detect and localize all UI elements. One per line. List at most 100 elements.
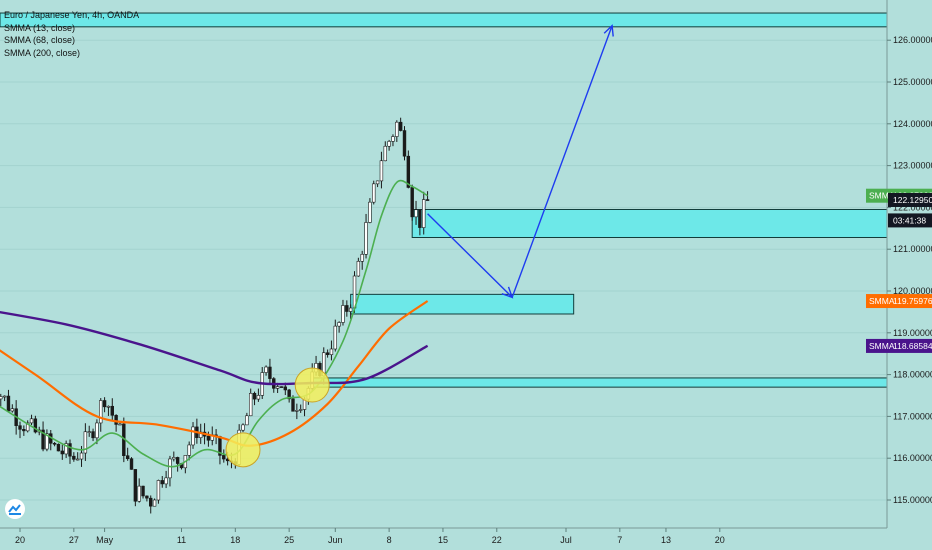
candle-body — [245, 415, 249, 426]
candle-body — [45, 433, 49, 450]
candle-body — [379, 160, 384, 182]
x-axis-tick-label: 27 — [69, 535, 79, 545]
candle-body — [222, 455, 226, 460]
candle-body — [6, 395, 11, 412]
candle-body — [33, 418, 38, 433]
candle-body — [279, 386, 284, 388]
candle-body — [268, 366, 272, 379]
candle-body — [102, 400, 107, 408]
price-tag-value: 03:41:38 — [893, 215, 926, 225]
candle-body — [10, 408, 15, 412]
candle-body — [241, 424, 245, 431]
candle-body — [333, 325, 337, 350]
candle-body — [364, 222, 368, 255]
x-axis-tick-label: 11 — [177, 535, 186, 545]
y-axis-tick-label: 126.00000 — [893, 35, 932, 45]
projection-arrowhead-down — [501, 286, 514, 299]
candle-body — [414, 209, 418, 218]
candle-body — [75, 458, 80, 461]
candle-body — [133, 469, 138, 502]
price-tag-value: 118.68584 — [893, 341, 932, 351]
candle-body — [91, 431, 95, 439]
candle-body — [156, 480, 161, 501]
candle-body — [141, 485, 145, 497]
candle-body — [72, 455, 76, 460]
candle-body — [295, 410, 299, 412]
candle-body — [118, 423, 122, 426]
candle-body — [64, 443, 68, 455]
candle-body — [391, 136, 395, 142]
candle-body — [275, 386, 280, 389]
x-axis-tick-label: 15 — [438, 535, 448, 545]
projection-path[interactable] — [427, 25, 613, 299]
price-tag — [888, 213, 932, 228]
y-axis-tick-label: 119.00000 — [893, 328, 932, 338]
candle-body — [68, 443, 72, 457]
candle-body — [337, 322, 341, 327]
projection-arrowhead-up — [603, 24, 614, 37]
candle-body — [287, 389, 291, 400]
candle-body — [406, 155, 411, 188]
candle-body — [79, 452, 84, 460]
y-axis-tick-label: 124.00000 — [893, 119, 932, 129]
candle-body — [206, 435, 211, 441]
candle-body — [187, 444, 191, 456]
zone-rect[interactable] — [411, 208, 888, 238]
candle-body — [298, 409, 303, 411]
y-axis-tick-label: 117.00000 — [893, 411, 932, 421]
y-axis-tick-label: 120.00000 — [893, 286, 932, 296]
price-tag — [866, 294, 932, 309]
x-axis-tick-label: 13 — [661, 535, 671, 545]
candle-body — [264, 366, 268, 373]
candle-body — [395, 121, 399, 137]
price-tag-label: SMMA — [869, 296, 895, 306]
crossover-marker[interactable] — [294, 367, 330, 403]
chart-legend: Euro / Japanese Yen, 4h, OANDA SMMA (13,… — [4, 9, 139, 59]
candle-body — [356, 260, 361, 277]
candle-body — [329, 348, 334, 355]
candle-body — [425, 199, 430, 201]
candle-body — [387, 141, 391, 147]
x-axis-tick-label: 22 — [492, 535, 502, 545]
crossover-marker[interactable] — [225, 432, 261, 468]
candle-body — [137, 485, 141, 502]
y-axis-tick-label: 125.00000 — [893, 77, 932, 87]
candle-body — [152, 499, 157, 507]
candle-body — [87, 431, 91, 433]
candle-body — [0, 396, 3, 400]
candle-body — [22, 428, 26, 432]
candle-body — [368, 201, 372, 223]
price-tag-value: 122.12950 — [893, 195, 932, 205]
candle-body — [149, 497, 153, 507]
candle-body — [383, 145, 387, 162]
candle-body — [341, 305, 345, 323]
candle-body — [172, 457, 176, 460]
indicator-smma-13[interactable]: SMMA (13, close) — [4, 22, 76, 33]
x-axis-tick-label: 7 — [617, 535, 622, 545]
tradingview-logo[interactable] — [5, 499, 25, 519]
price-tag-label: SMMA — [869, 191, 895, 201]
candle-body — [348, 307, 353, 312]
smma-200-line — [0, 310, 429, 386]
x-axis-tick-label: 25 — [284, 535, 294, 545]
candle-body — [145, 495, 149, 499]
price-tag-label: SMMA — [869, 341, 895, 351]
candle-body — [291, 398, 295, 412]
candle-body — [83, 431, 88, 454]
y-axis-tick-label: 122.00000 — [893, 202, 932, 212]
x-axis-tick-label: 20 — [15, 535, 25, 545]
candle-body — [29, 418, 34, 424]
y-axis-tick-label: 121.00000 — [893, 244, 932, 254]
y-axis-tick-label: 118.00000 — [893, 370, 932, 380]
price-tag — [866, 338, 932, 353]
indicator-smma-68[interactable]: SMMA (68, close) — [4, 35, 76, 45]
indicator-smma-200[interactable]: SMMA (200, close) — [4, 47, 81, 58]
candle-body — [283, 386, 288, 391]
zone-rect[interactable] — [311, 377, 888, 388]
price-tag-value: 119.75976 — [893, 296, 932, 306]
candle-body — [360, 254, 364, 262]
candle-body — [95, 422, 99, 439]
zone-rect[interactable] — [350, 293, 575, 315]
